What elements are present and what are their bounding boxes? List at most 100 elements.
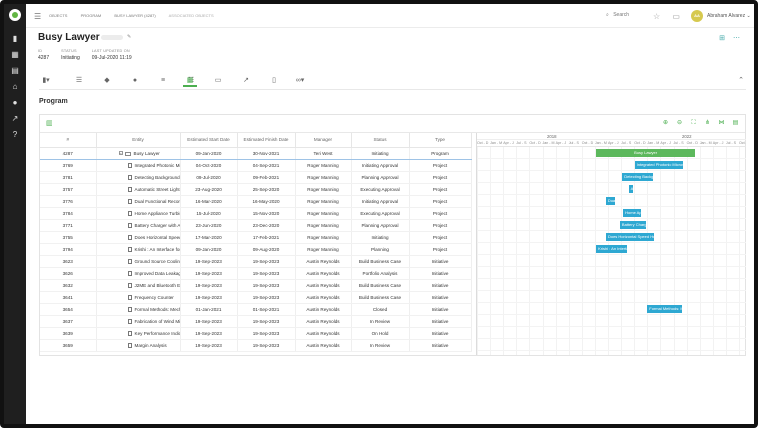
- table-row[interactable]: 3641 Frequency Counter 19-Sep-2023 19-Sep-2…: [40, 291, 472, 304]
- bank-icon[interactable]: ⌂: [12, 82, 18, 91]
- row-entity[interactable]: J2ME and Bluetooth Enabled: [96, 279, 181, 292]
- row-entity[interactable]: Frequency Counter: [96, 291, 181, 304]
- row-entity[interactable]: Key Performance Indicators of: [96, 327, 181, 340]
- table-row[interactable]: 3771 Battery Charger with Auto Cut23-Jun-…: [40, 219, 472, 232]
- row-id-link[interactable]: 3784: [40, 207, 97, 220]
- column-header-entity[interactable]: Entity: [96, 133, 181, 148]
- tab-team[interactable]: ●: [132, 77, 138, 84]
- gantt-bar[interactable]: Dual Functional Reconfigurable: [605, 197, 615, 205]
- columns-icon[interactable]: ▥: [46, 120, 53, 127]
- search-input[interactable]: ⌕ Search: [606, 12, 666, 18]
- zoom-out-icon[interactable]: ⊖: [676, 120, 683, 126]
- menu-icon[interactable]: ☰: [34, 12, 42, 21]
- gantt-bar[interactable]: Automatic Street Light Control: [628, 185, 634, 193]
- tag-badge[interactable]: [101, 35, 123, 40]
- table-row[interactable]: 3794 Krishi : An Interface for Indian09-J…: [40, 243, 472, 256]
- column-header-start-date[interactable]: Estimated Start Date: [180, 133, 238, 148]
- table-row[interactable]: 4287 − Busy Lawyer 09-Jan-2020 30-Nov-2021 Te…: [40, 146, 472, 160]
- row-entity[interactable]: Krishi : An Interface for Indian: [96, 243, 181, 256]
- row-entity[interactable]: Formal Methods: Mechanical: [96, 303, 181, 316]
- table-row[interactable]: 3755 Does Horizontal Speed Help17-Mar-202…: [40, 231, 472, 244]
- breadcrumb-objects[interactable]: OBJECTS: [49, 13, 68, 18]
- app-logo-icon[interactable]: [9, 9, 21, 21]
- collapse-icon[interactable]: ⌃: [738, 77, 744, 84]
- tab-list[interactable]: ☰: [75, 77, 83, 84]
- row-entity[interactable]: Does Horizontal Speed Help: [96, 231, 181, 244]
- tab-documents[interactable]: ▯: [272, 77, 276, 84]
- row-id-link[interactable]: 3659: [40, 339, 97, 352]
- row-id-link[interactable]: 3794: [40, 243, 97, 256]
- row-id-link[interactable]: 3776: [40, 195, 97, 208]
- row-id-link[interactable]: 3632: [40, 279, 97, 292]
- tab-links[interactable]: ∞▾: [295, 77, 305, 84]
- user-menu[interactable]: AA Abraham Alvarez ⌄: [691, 10, 754, 22]
- breadcrumb-busy-lawyer[interactable]: BUSY LAWYER (4287): [114, 13, 156, 18]
- tag-icon[interactable]: ✎: [127, 34, 132, 40]
- row-id-link[interactable]: 3623: [40, 255, 97, 268]
- chat-icon[interactable]: ▭: [672, 12, 680, 21]
- row-entity[interactable]: Improved Data Leakage Detection: [96, 267, 181, 280]
- tab-chart[interactable]: ▮▾: [42, 77, 50, 84]
- row-id-link[interactable]: 3781: [40, 171, 97, 184]
- row-id-link[interactable]: 3755: [40, 231, 97, 244]
- row-entity[interactable]: Fabrication of Wind Mill: [96, 315, 181, 328]
- collapse-toggle-icon[interactable]: −: [118, 150, 123, 156]
- zoom-in-icon[interactable]: ⊕: [662, 120, 669, 126]
- row-entity[interactable]: Margin Analysis: [96, 339, 181, 352]
- row-id-link[interactable]: 3654: [40, 303, 97, 316]
- tab-program-grid[interactable]: ▦: [183, 75, 197, 87]
- gantt-bar[interactable]: Formal Methods: Mechanical: [647, 305, 683, 313]
- row-id-link[interactable]: 3637: [40, 315, 97, 328]
- gantt-bar[interactable]: Battery Charger with Auto Cut: [619, 221, 647, 229]
- tab-checklist[interactable]: ☷: [187, 77, 195, 84]
- table-row[interactable]: 3769 Integrated Photonic Microwave04-Oct-…: [40, 159, 472, 172]
- row-id-link[interactable]: 3769: [40, 159, 97, 172]
- row-id-link[interactable]: 4287: [40, 146, 97, 160]
- tab-export[interactable]: ↗: [243, 77, 249, 84]
- tab-tasks[interactable]: ≡: [160, 77, 166, 84]
- document-icon[interactable]: ▤: [11, 66, 19, 75]
- gantt-bar[interactable]: Busy Lawyer: [596, 149, 696, 157]
- row-entity[interactable]: Integrated Photonic Microwave: [96, 159, 181, 172]
- tab-discussion[interactable]: ▭: [214, 77, 222, 84]
- table-row[interactable]: 3659 Margin Analysis 19-Sep-2023 19-Sep-202…: [40, 339, 472, 352]
- gantt-bar[interactable]: Krishi : An Interface for Indian: [596, 245, 627, 253]
- column-header-manager[interactable]: Manager: [295, 133, 352, 148]
- row-entity[interactable]: Detecting Background Setting: [96, 171, 181, 184]
- gantt-bar[interactable]: Home Appliance Turbine: [623, 209, 641, 217]
- add-object-icon[interactable]: ⊞: [719, 35, 725, 42]
- star-icon[interactable]: ☆: [653, 12, 661, 21]
- gantt-bar[interactable]: Detecting Background Setting: [622, 173, 653, 181]
- users-icon[interactable]: ●: [12, 98, 18, 107]
- fit-screen-icon[interactable]: ⛶: [691, 120, 696, 126]
- tab-puzzle[interactable]: ◆: [104, 77, 110, 84]
- table-row[interactable]: 3757 Automatic Street Light Control23-Aug…: [40, 183, 472, 196]
- help-icon[interactable]: ?: [12, 130, 18, 139]
- column-header-finish-date[interactable]: Estimated Finish Date: [237, 133, 296, 148]
- row-entity[interactable]: Home Appliance Turbine: [96, 207, 181, 220]
- column-header-id[interactable]: #: [40, 133, 97, 148]
- critical-path-icon[interactable]: ⋈: [718, 120, 725, 126]
- breadcrumb-program[interactable]: PROGRAM: [80, 13, 102, 18]
- export-grid-icon[interactable]: ▤: [732, 120, 739, 126]
- row-entity[interactable]: Dual Functional Reconfigurable: [96, 195, 181, 208]
- row-id-link[interactable]: 3639: [40, 327, 97, 340]
- row-entity[interactable]: Ground Source Cooling System: [96, 255, 181, 268]
- more-options-icon[interactable]: ⋯: [733, 35, 740, 42]
- column-header-status[interactable]: Status: [351, 133, 410, 148]
- row-entity[interactable]: Automatic Street Light Control: [96, 183, 181, 196]
- row-entity[interactable]: − Busy Lawyer: [96, 146, 181, 160]
- row-id-link[interactable]: 3771: [40, 219, 97, 232]
- row-id-link[interactable]: 3757: [40, 183, 97, 196]
- row-entity[interactable]: Battery Charger with Auto Cut: [96, 219, 181, 232]
- row-id-link[interactable]: 3641: [40, 291, 97, 304]
- dashboard-icon[interactable]: ▮: [12, 34, 18, 43]
- hierarchy-icon[interactable]: ⋔: [704, 120, 711, 126]
- external-link-icon[interactable]: ↗: [11, 114, 19, 123]
- table-row[interactable]: 3637 Fabrication of Wind Mill 19-Sep-2023 1…: [40, 315, 472, 328]
- column-header-type[interactable]: Type: [409, 133, 472, 148]
